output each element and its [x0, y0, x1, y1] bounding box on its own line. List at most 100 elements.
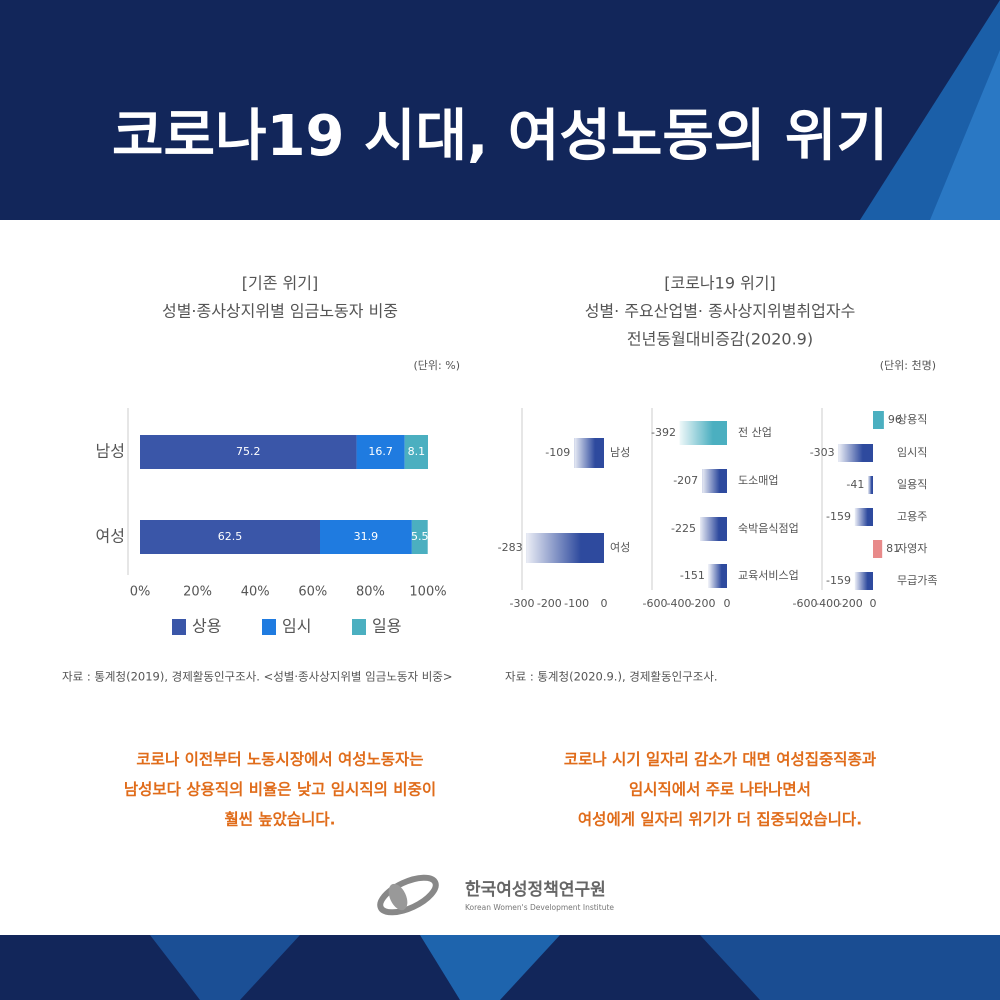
legend-label: 상용	[192, 617, 221, 636]
chart-title: [기존 위기]	[242, 274, 318, 293]
bar-fade	[838, 444, 863, 462]
bar	[873, 540, 883, 558]
legend-label: 임시	[282, 617, 311, 636]
bar-segment	[320, 520, 412, 554]
bar-fade	[574, 438, 596, 468]
value-label: 81	[886, 542, 900, 555]
caption: 임시직에서 주로 나타나면서	[629, 781, 811, 799]
caption: 여성에게 일자리 위기가 더 집중되었습니다.	[578, 810, 862, 829]
x-tick-label: 0	[601, 597, 608, 610]
x-tick-label: 100%	[409, 585, 446, 600]
value-label: -225	[671, 522, 696, 535]
caption: 코로나 시기 일자리 감소가 대면 여성집중직종과	[564, 750, 877, 769]
value-label: 96	[888, 413, 902, 426]
category-label: 일용직	[897, 477, 927, 491]
logo-mark	[377, 874, 439, 916]
content-bg	[0, 220, 1000, 935]
x-tick-label: 60%	[298, 585, 327, 600]
chart-subtitle: 성별· 주요산업별· 종사상지위별취업자수	[585, 302, 856, 321]
category-label: 교육서비스업	[738, 569, 799, 582]
legend-swatch	[352, 619, 366, 635]
x-tick-label: 40%	[241, 585, 270, 600]
bar-fade	[526, 533, 581, 563]
bar-segment	[356, 435, 405, 469]
value-label: -151	[680, 569, 705, 582]
value-label: 16.7	[368, 445, 393, 458]
caption: 훨씬 높았습니다.	[224, 810, 335, 829]
header-accent	[930, 50, 1000, 220]
header-bg	[0, 0, 1000, 220]
value-label: -392	[651, 426, 676, 439]
x-tick-label: -600	[643, 597, 668, 610]
category-label: 임시직	[897, 446, 927, 459]
x-tick-label: -200	[838, 597, 863, 610]
bar-fade	[868, 476, 872, 494]
logo-name: 한국여성정책연구원	[465, 880, 606, 900]
value-label: 31.9	[354, 530, 379, 543]
x-tick-label: 0	[870, 597, 877, 610]
chart-subtitle: 성별·종사상지위별 임금노동자 비중	[162, 302, 398, 321]
logo-english: Korean Women's Development Institute	[465, 903, 614, 912]
bar-fade	[708, 564, 722, 588]
value-label: 62.5	[218, 530, 243, 543]
x-tick-label: 80%	[356, 585, 385, 600]
chart-title: [코로나19 위기]	[664, 274, 776, 293]
value-label: -109	[545, 446, 570, 459]
category-label: 고용주	[897, 510, 927, 523]
x-tick-label: 20%	[183, 585, 212, 600]
legend-label: 일용	[372, 617, 401, 636]
x-tick-label: -400	[667, 597, 692, 610]
value-label: -207	[673, 474, 698, 487]
category-label: 남성	[96, 442, 125, 461]
bar-fade	[854, 508, 868, 526]
bar-fade	[679, 421, 713, 445]
category-label: 자영자	[897, 542, 927, 555]
value-label: -159	[826, 510, 851, 523]
x-tick-label: -400	[815, 597, 840, 610]
value-label: -41	[846, 478, 864, 491]
bar-segment	[140, 435, 357, 469]
category-label: 여성	[610, 541, 630, 554]
value-label: 8.1	[408, 445, 426, 458]
x-tick-label: 0%	[130, 585, 151, 600]
unit: (단위: 천명)	[880, 358, 936, 372]
value-label: 75.2	[236, 445, 261, 458]
source: 자료 : 통계청(2020.9.), 경제활동인구조사.	[505, 670, 718, 684]
caption: 코로나 이전부터 노동시장에서 여성노동자는	[136, 751, 423, 769]
category-label: 도소매업	[738, 474, 778, 487]
bar	[873, 411, 884, 429]
bar-segment	[140, 520, 320, 554]
source: 자료 : 통계청(2019), 경제활동인구조사. <성별·종사상지위별 임금노…	[62, 670, 453, 684]
bar-fade	[702, 469, 720, 493]
category-label: 남성	[610, 446, 630, 459]
x-tick-label: -600	[793, 597, 818, 610]
footer-accent	[150, 935, 300, 1000]
value-label: -303	[810, 446, 835, 459]
footer-accent	[420, 935, 560, 1000]
chart-subtitle: 전년동월대비증감(2020.9)	[627, 330, 813, 349]
x-tick-label: -300	[510, 597, 535, 610]
x-tick-label: 0	[724, 597, 731, 610]
category-label: 무급가족	[897, 574, 937, 587]
category-label: 전 산업	[738, 426, 772, 439]
bar-fade	[854, 572, 868, 590]
x-tick-label: -200	[537, 597, 562, 610]
value-label: -283	[498, 541, 523, 554]
page-title: 코로나19 시대, 여성노동의 위기	[112, 104, 888, 169]
x-tick-label: -200	[691, 597, 716, 610]
category-label: 숙박음식점업	[738, 522, 799, 535]
unit: (단위: %)	[414, 359, 460, 372]
value-label: 5.5	[411, 530, 429, 543]
category-label: 여성	[96, 527, 125, 546]
category-label: 상용직	[897, 413, 927, 426]
caption: 남성보다 상용직의 비율은 낮고 임시직의 비중이	[124, 781, 436, 799]
footer-accent	[700, 935, 1000, 1000]
x-tick-label: -100	[564, 597, 589, 610]
legend-swatch	[262, 619, 276, 635]
bar-segment	[404, 435, 428, 469]
legend-swatch	[172, 619, 186, 635]
bar-segment	[411, 520, 428, 554]
bar-fade	[700, 517, 719, 541]
value-label: -159	[826, 574, 851, 587]
